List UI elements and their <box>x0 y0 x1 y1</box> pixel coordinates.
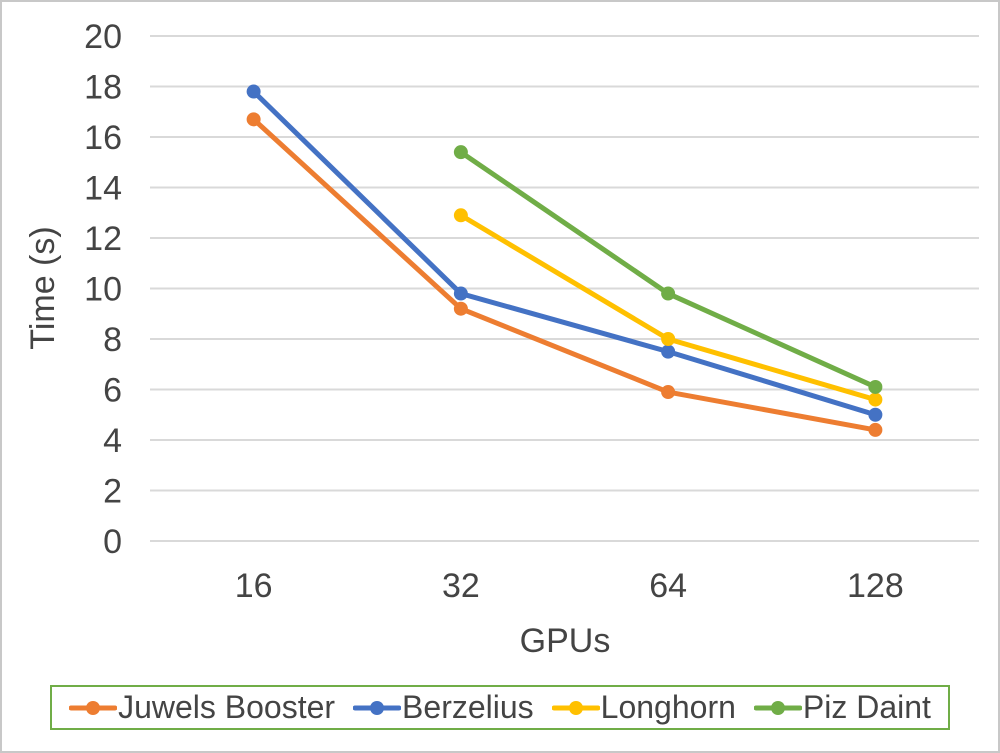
y-tick-label-18: 18 <box>84 69 122 107</box>
series-line-juwels-booster <box>251 116 878 433</box>
data-point-berzelius <box>246 84 261 99</box>
legend-marker-icon <box>353 700 402 715</box>
x-axis-tick-labels: 16 32 64 128 <box>235 567 904 605</box>
data-point-juwels-booster <box>661 385 676 400</box>
y-tick-label-14: 14 <box>84 170 122 208</box>
series-line-longhorn <box>458 212 878 403</box>
series-lines <box>246 84 883 437</box>
line-chart: 0 2 4 6 8 10 12 14 16 18 20 16 32 64 128 Time (s) GPU… <box>24 18 979 660</box>
gridlines <box>150 35 979 542</box>
legend-label: Longhorn <box>600 689 736 725</box>
x-tick-label-128: 128 <box>847 567 904 605</box>
data-point-piz-daint <box>661 286 676 301</box>
series-line-berzelius <box>251 89 878 418</box>
y-tick-label-0: 0 <box>103 523 122 561</box>
data-point-piz-daint <box>453 145 468 160</box>
y-tick-label-12: 12 <box>84 220 122 258</box>
y-tick-label-20: 20 <box>84 18 122 56</box>
legend-label: Berzelius <box>402 689 534 725</box>
legend-item-piz-daint: Piz Daint <box>753 689 931 726</box>
x-axis-title: GPUs <box>520 622 611 660</box>
legend-label: Piz Daint <box>802 689 931 725</box>
legend: Juwels Booster Berzelius Longhorn Piz Daint <box>50 685 950 730</box>
x-tick-label-32: 32 <box>442 567 480 605</box>
legend-item-berzelius: Berzelius <box>353 689 534 726</box>
legend-marker-icon <box>551 700 600 715</box>
y-tick-label-4: 4 <box>103 422 122 460</box>
data-point-juwels-booster <box>246 112 261 127</box>
legend-item-longhorn: Longhorn <box>551 689 736 726</box>
y-tick-label-2: 2 <box>103 473 122 511</box>
data-point-longhorn <box>661 332 676 346</box>
data-point-juwels-booster <box>453 301 468 316</box>
legend-label: Juwels Booster <box>118 689 336 725</box>
y-axis-title: Time (s) <box>24 226 62 349</box>
legend-marker-icon <box>69 700 118 715</box>
data-point-piz-daint <box>868 379 883 394</box>
y-tick-label-10: 10 <box>84 271 122 309</box>
data-point-juwels-booster <box>868 422 883 437</box>
y-tick-label-6: 6 <box>103 372 122 410</box>
data-point-longhorn <box>453 208 468 223</box>
x-tick-label-16: 16 <box>235 567 273 605</box>
data-point-berzelius <box>661 344 676 359</box>
x-tick-label-64: 64 <box>649 567 687 605</box>
data-point-longhorn <box>868 392 883 407</box>
data-point-berzelius <box>868 407 883 422</box>
y-tick-label-16: 16 <box>84 119 122 157</box>
y-tick-label-8: 8 <box>103 321 122 359</box>
data-point-berzelius <box>453 286 468 301</box>
y-axis-tick-labels: 0 2 4 6 8 10 12 14 16 18 20 <box>84 18 122 561</box>
legend-marker-icon <box>753 700 802 715</box>
legend-item-juwels-booster: Juwels Booster <box>69 689 335 726</box>
